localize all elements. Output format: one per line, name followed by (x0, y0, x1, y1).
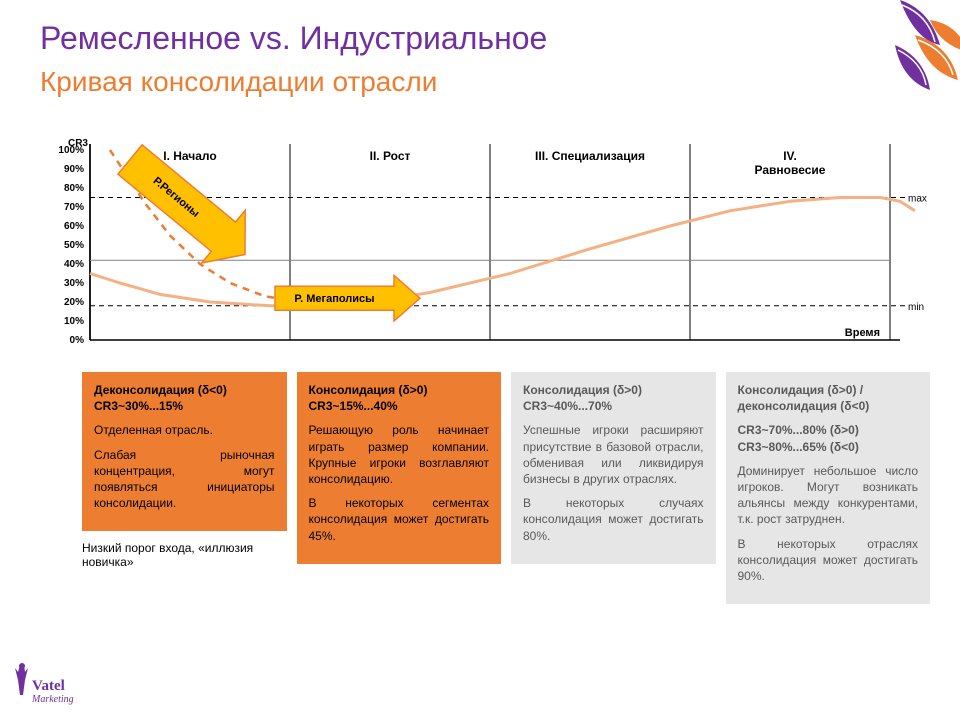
logo-text-1: Vatel (32, 678, 65, 694)
svg-text:Время: Время (845, 327, 880, 339)
svg-text:CR3: CR3 (68, 138, 88, 149)
box-paragraph: Доминирует небольшое число игроков. Могу… (738, 463, 919, 528)
box-paragraph: Успешные игроки расширяют присутствие в … (523, 422, 704, 487)
svg-text:30%: 30% (64, 278, 84, 289)
svg-text:IV.Равновесие: IV.Равновесие (755, 149, 826, 177)
phase-box: Консолидация (δ>0)CR3~15%...40% Решающую … (297, 372, 502, 564)
box-subtitle: CR3~70%...80% (δ>0)CR3~80%...65% (δ<0) (738, 422, 919, 454)
box-paragraph: Решающую роль начинает играть размер ком… (309, 422, 490, 487)
svg-text:max: max (908, 194, 927, 205)
box-title: Консолидация (δ>0) / деконсолидация (δ<0… (738, 382, 919, 414)
box-title: Деконсолидация (δ<0)CR3~30%...15% (94, 382, 275, 414)
consolidation-chart: 100%90%80%70%60%50%40%30%20%10%0%CR3I. Н… (60, 140, 930, 360)
svg-text:0%: 0% (70, 335, 85, 346)
phase-box: Деконсолидация (δ<0)CR3~30%...15% Отделен… (82, 372, 287, 531)
svg-text:I. Начало: I. Начало (163, 149, 216, 163)
box-title: Консолидация (δ>0)CR3~40%...70% (523, 382, 704, 414)
svg-text:80%: 80% (64, 183, 84, 194)
box-title: Консолидация (δ>0)CR3~15%...40% (309, 382, 490, 414)
title-sub: Кривая консолидации отрасли (40, 66, 437, 98)
leaf-decoration (840, 0, 960, 120)
phase-box: Консолидация (δ>0) / деконсолидация (δ<0… (726, 372, 931, 604)
svg-text:20%: 20% (64, 297, 84, 308)
phase-box: Консолидация (δ>0)CR3~40%...70% Успешные … (511, 372, 716, 564)
svg-text:10%: 10% (64, 316, 84, 327)
title-main: Ремесленное vs. Индустриальное (40, 20, 547, 57)
box-paragraph: Отделенная отрасль. (94, 422, 275, 438)
svg-text:40%: 40% (64, 259, 84, 270)
svg-text:min: min (908, 302, 924, 313)
phase-boxes: Деконсолидация (δ<0)CR3~30%...15% Отделен… (82, 372, 930, 604)
svg-text:III. Специализация: III. Специализация (535, 149, 645, 163)
svg-text:50%: 50% (64, 240, 84, 251)
vatel-logo: Vatel Marketing (10, 660, 80, 710)
box-paragraph: Слабая рыночная концентрация, могут появ… (94, 447, 275, 512)
svg-text:Р. Мегаполисы: Р. Мегаполисы (294, 293, 374, 305)
box-paragraph: В некоторых случаях консолидация может д… (523, 495, 704, 544)
logo-text-2: Marketing (31, 694, 74, 705)
box-paragraph: В некоторых отраслях консолидация может … (738, 536, 919, 585)
box-footer: Низкий порог входа, «иллюзия новичка» (82, 537, 287, 569)
svg-text:II. Рост: II. Рост (370, 149, 411, 163)
svg-text:60%: 60% (64, 221, 84, 232)
svg-text:90%: 90% (64, 164, 84, 175)
svg-text:70%: 70% (64, 202, 84, 213)
box-paragraph: В некоторых сегментах консолидация может… (309, 495, 490, 544)
